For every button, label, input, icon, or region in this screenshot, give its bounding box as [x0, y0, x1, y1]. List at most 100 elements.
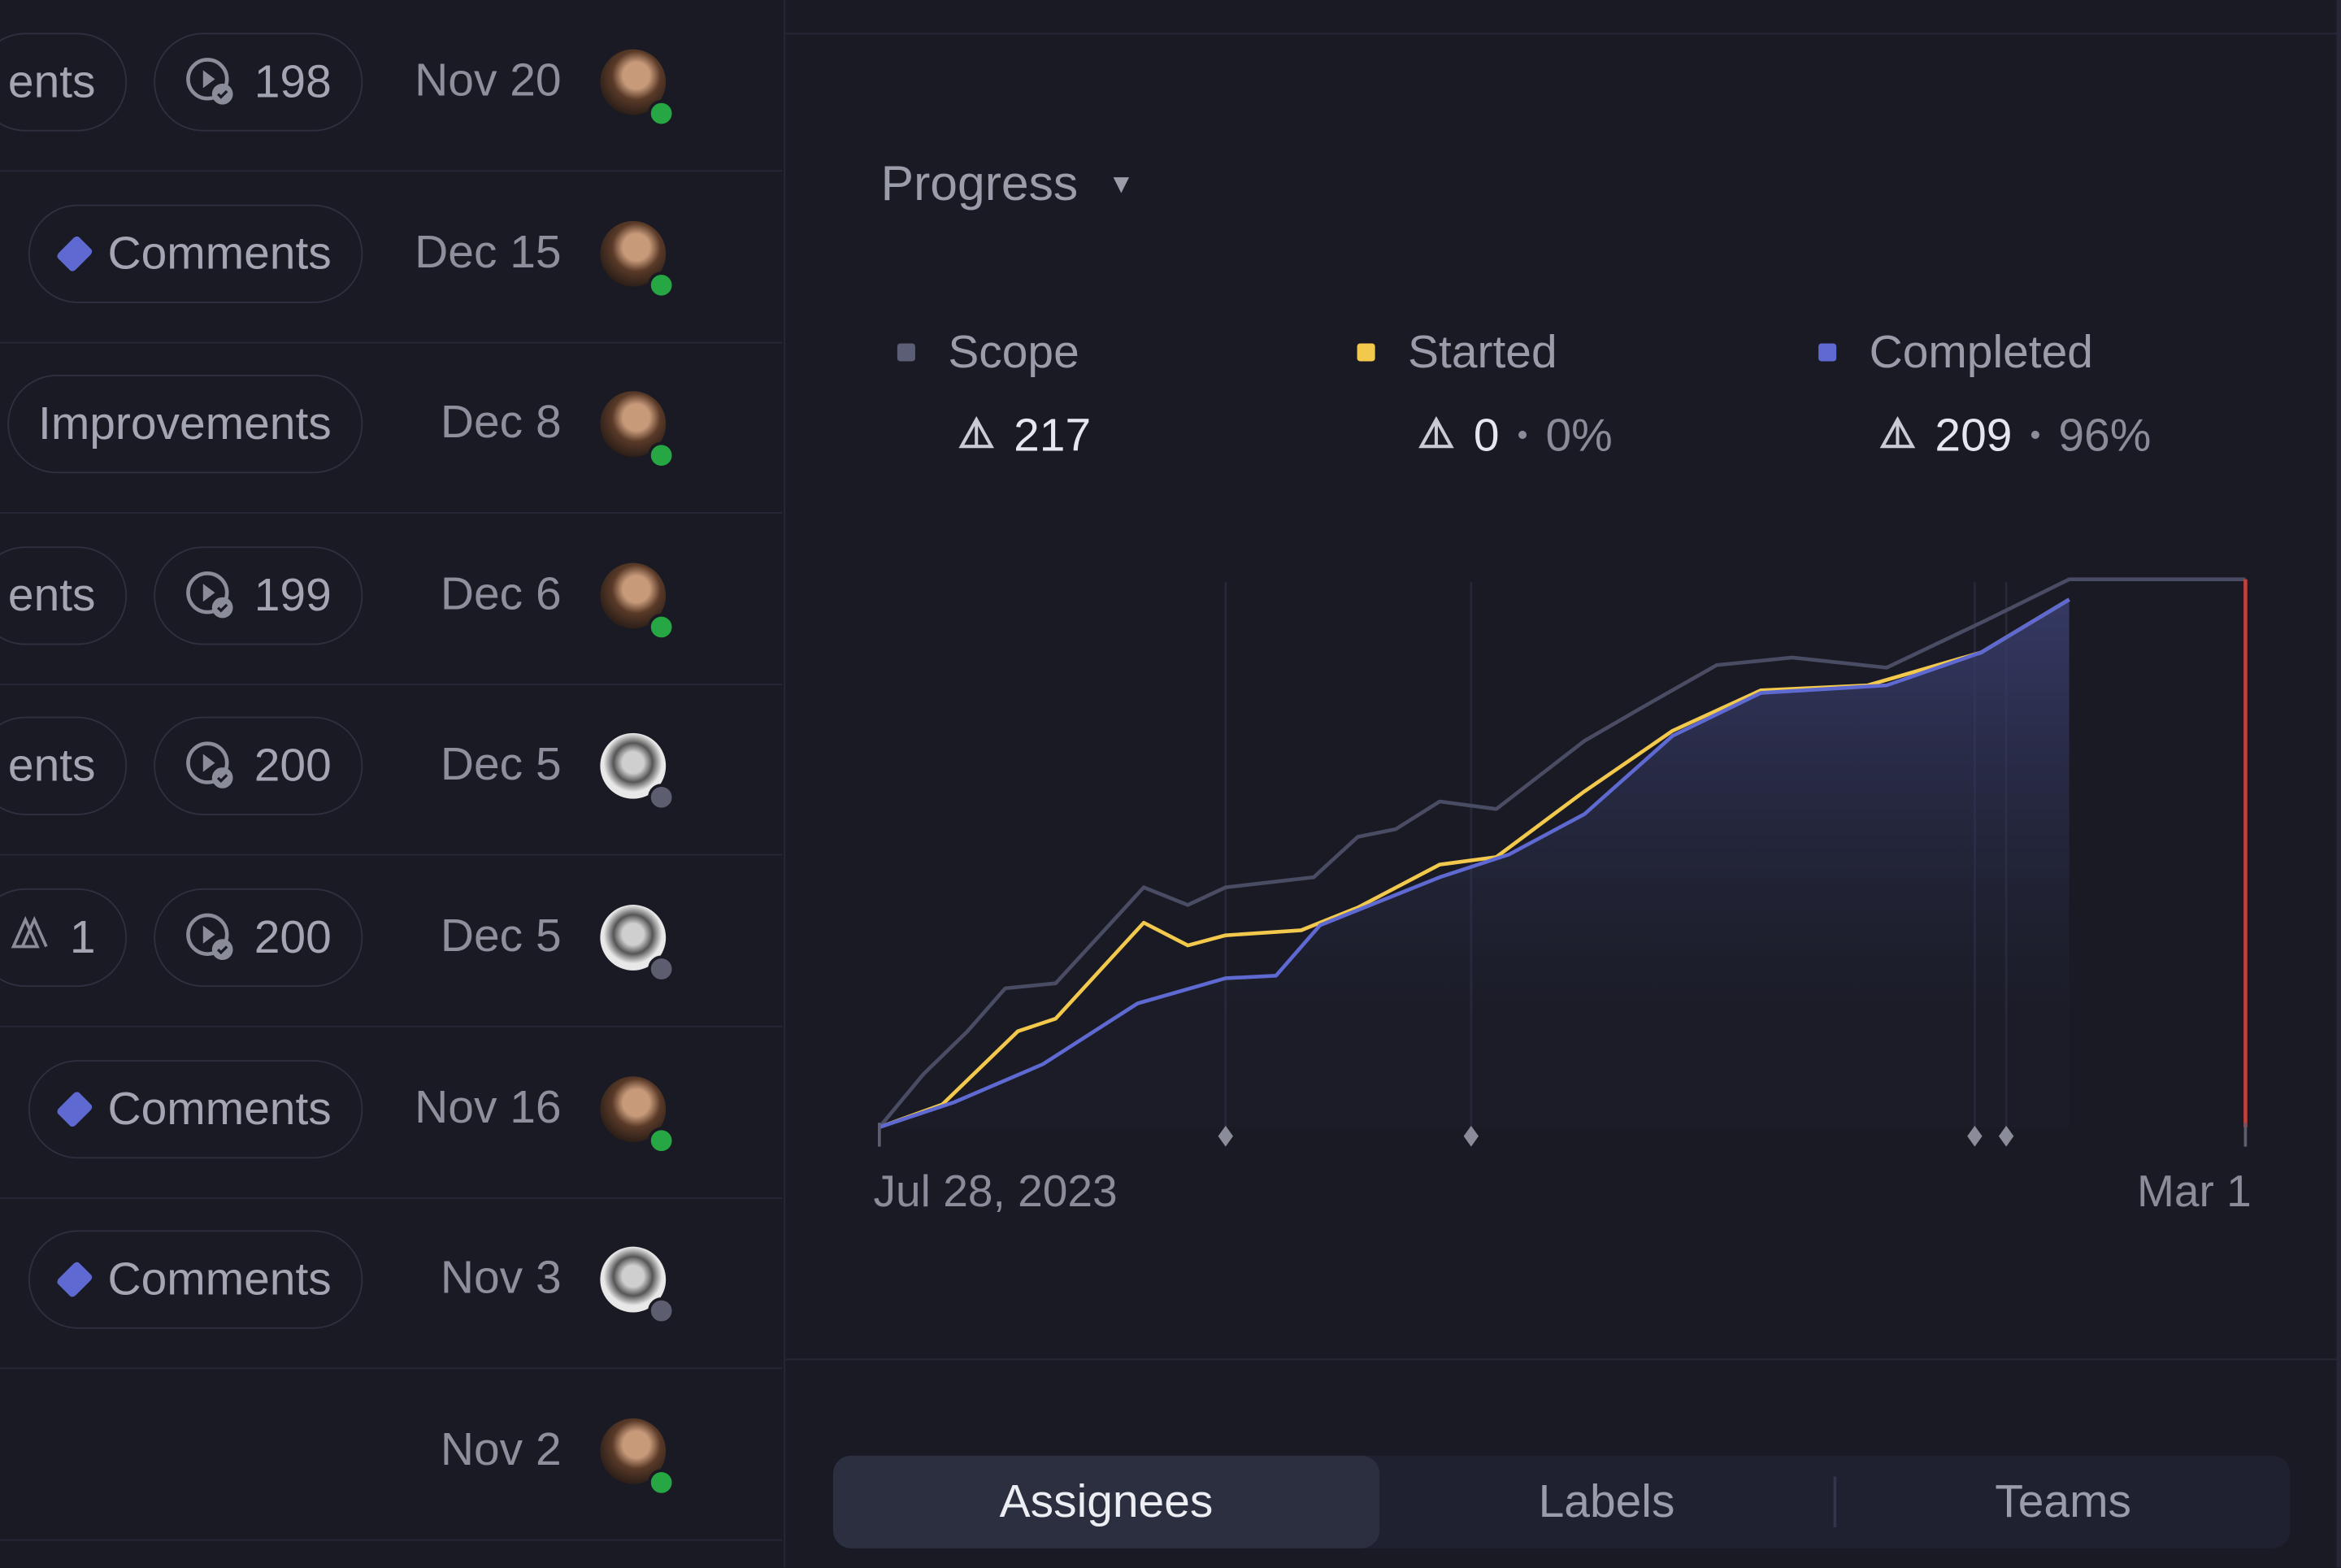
legend-completed: Completed 209 • 96%	[1818, 325, 2151, 463]
project-diamond-icon	[55, 1089, 94, 1128]
divider	[1833, 1476, 1836, 1527]
text-chip[interactable]: ents	[0, 545, 128, 645]
project-chip[interactable]: Comments	[28, 1059, 363, 1158]
tab-assignees[interactable]: Assignees	[832, 1455, 1380, 1548]
legend-value: 209	[1935, 409, 2013, 462]
chip-label: Improvements	[38, 397, 332, 450]
cycle-icon	[185, 912, 236, 962]
due-date: Dec 15	[415, 224, 562, 277]
issue-row[interactable]: 198 ents Nov 20	[0, 0, 783, 172]
estimate-chip[interactable]: 1	[0, 888, 128, 988]
completed-area	[879, 599, 2070, 1127]
milestone-diamond-icon[interactable]	[1998, 1125, 2014, 1147]
status-indicator	[648, 100, 675, 128]
issue-row[interactable]: Nov 2	[0, 1369, 783, 1541]
cycle-chip[interactable]: 200	[154, 888, 363, 988]
text-chip[interactable]: Improvements	[7, 375, 363, 474]
project-chip[interactable]: Comments	[28, 1230, 363, 1330]
chip-label: Comments	[107, 226, 332, 279]
separator-dot: •	[2030, 419, 2041, 452]
progress-dropdown-label: Progress	[880, 155, 1079, 211]
legend-started: Started 0 • 0%	[1357, 325, 1613, 463]
status-indicator	[648, 1126, 675, 1154]
status-indicator	[648, 784, 675, 812]
chip-label: Comments	[107, 1253, 332, 1305]
chip-label: 200	[254, 910, 332, 963]
legend-name: Started	[1408, 325, 1557, 378]
status-indicator	[648, 1297, 675, 1325]
chip-label: 200	[254, 739, 332, 793]
text-chip[interactable]: ents	[0, 717, 128, 816]
project-sidebar: Progress ▼ Scope 217 Started 0 • 0% Completed 2…	[784, 0, 2341, 1568]
issue-row[interactable]: Improvements Dec 8	[0, 342, 783, 515]
cycle-chip[interactable]: 200	[154, 717, 363, 816]
issue-row[interactable]: 200 ents Dec 5	[0, 684, 783, 857]
due-date: Nov 20	[415, 54, 562, 106]
issue-row[interactable]: 200 1 Dec 5	[0, 855, 783, 1027]
issue-row[interactable]: Comments Dec 15	[0, 171, 783, 343]
divider	[785, 1358, 2341, 1361]
chip-label: ents	[7, 54, 96, 108]
cycle-chip[interactable]: 198	[154, 33, 363, 132]
text-chip[interactable]: ents	[0, 33, 128, 132]
cycle-icon	[185, 57, 236, 107]
legend-swatch	[897, 343, 915, 362]
legend-swatch	[1357, 343, 1375, 362]
x-tick-label: Jul 28, 2023	[873, 1166, 1117, 1216]
legend-percent: 0%	[1545, 409, 1613, 462]
status-indicator	[648, 442, 675, 470]
scrollbar[interactable]	[2336, 0, 2341, 1568]
chip-label: 1	[69, 910, 96, 963]
milestone-diamond-icon[interactable]	[1463, 1125, 1479, 1147]
due-date: Dec 5	[440, 909, 562, 962]
chip-label: ents	[7, 739, 96, 793]
caret-down-icon: ▼	[1107, 167, 1135, 198]
cycle-icon	[185, 570, 236, 620]
legend-name: Completed	[1869, 325, 2093, 378]
legend-scope: Scope 217	[897, 325, 1091, 463]
chip-label: Comments	[107, 1081, 332, 1135]
issue-row[interactable]: Comments Nov 16	[0, 1027, 783, 1199]
chip-label: 198	[254, 54, 332, 108]
due-date: Dec 6	[440, 567, 562, 619]
breakdown-tabs: Assignees Labels Teams	[832, 1455, 2291, 1548]
cycle-icon	[185, 741, 236, 792]
due-date: Nov 16	[415, 1080, 562, 1133]
due-date: Dec 5	[440, 738, 562, 791]
issue-row[interactable]: Comments Nov 3	[0, 1197, 783, 1370]
cycle-chip[interactable]: 199	[154, 545, 363, 645]
chip-label: ents	[7, 568, 96, 621]
legend-value: 217	[1014, 409, 1092, 462]
tab-teams[interactable]: Teams	[1995, 1475, 2131, 1527]
status-indicator	[648, 271, 675, 298]
progress-chart: Jul 28, 2023 Mar 1	[873, 577, 2252, 1216]
legend-name: Scope	[948, 325, 1079, 378]
issue-list: 198 ents Nov 20 Comments Dec 15 Improvements D…	[0, 0, 783, 1568]
legend-percent: 96%	[2058, 409, 2152, 462]
legend-value: 0	[1473, 409, 1500, 462]
due-date: Dec 8	[440, 396, 562, 449]
issue-row[interactable]: 199 ents Dec 6	[0, 513, 783, 685]
status-indicator	[648, 955, 675, 983]
chip-label: 199	[254, 568, 332, 621]
project-diamond-icon	[55, 1261, 94, 1299]
project-diamond-icon	[55, 234, 94, 272]
series-started	[879, 597, 2070, 1129]
series-scope	[878, 577, 2246, 1129]
project-chip[interactable]: Comments	[28, 203, 363, 303]
milestone-diamond-icon[interactable]	[1967, 1125, 1983, 1147]
x-tick-label: Mar 1	[2137, 1166, 2252, 1216]
tab-labels[interactable]: Labels	[1538, 1475, 1675, 1527]
estimate-icon	[957, 409, 996, 463]
progress-dropdown[interactable]: Progress ▼	[881, 155, 1135, 212]
separator-dot: •	[1517, 419, 1528, 452]
divider	[785, 33, 2341, 35]
milestone-diamond-icon[interactable]	[1218, 1125, 1233, 1147]
status-indicator	[648, 1468, 675, 1496]
estimate-icon	[1878, 409, 1918, 463]
status-indicator	[648, 613, 675, 641]
legend-swatch	[1818, 343, 1837, 362]
due-date: Nov 2	[440, 1422, 562, 1475]
due-date: Nov 3	[440, 1251, 562, 1304]
